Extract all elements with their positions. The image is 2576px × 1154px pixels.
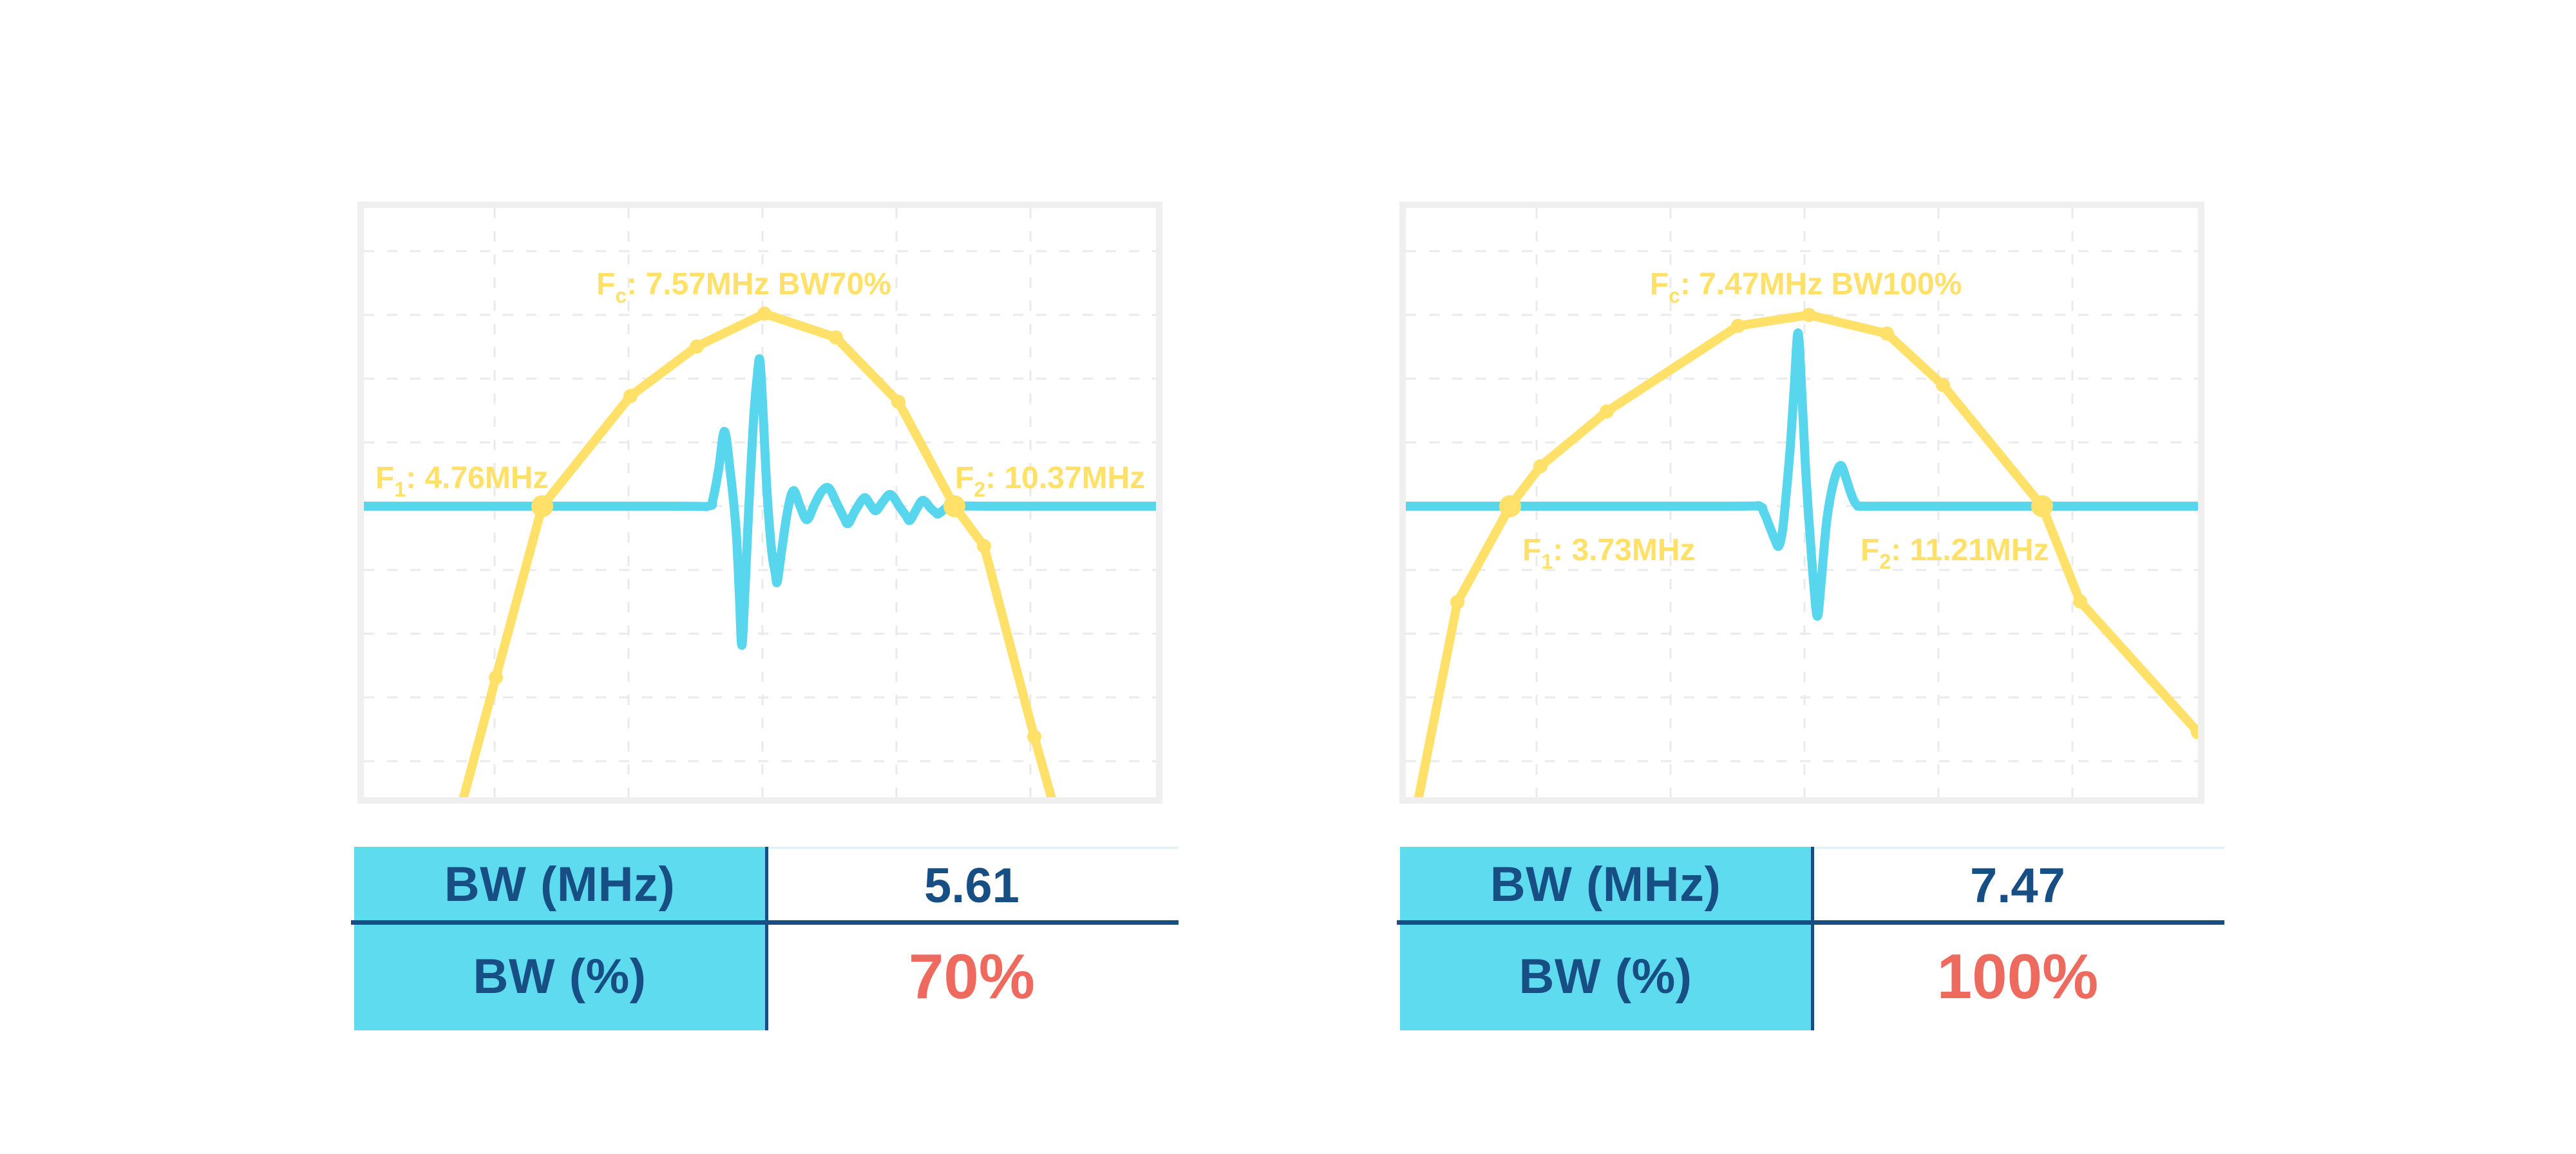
bw-mhz-value: 5.61	[765, 847, 1179, 922]
bw-pct-value: 70%	[908, 940, 1036, 1012]
bw-mhz-label: BW (MHz)	[354, 847, 765, 922]
table-horizontal-divider	[351, 920, 1179, 925]
bw-mhz-value: 7.47	[1811, 847, 2224, 922]
f2-label: F2: 10.37MHz	[955, 461, 1145, 501]
spectrum-dot	[1600, 404, 1614, 419]
pulse-waveform	[364, 354, 1156, 650]
left-bandwidth-table: BW (MHz) 5.61 BW (%) 70%	[351, 847, 1179, 1030]
bw-mhz-label: BW (MHz)	[1400, 847, 1811, 922]
spectrum-curve	[1414, 310, 2198, 797]
spectrum-dot	[1027, 730, 1041, 744]
spectrum-crossing-dot	[1499, 495, 1521, 517]
table-row: BW (%) 100%	[1400, 922, 2224, 1030]
bw-pct-label: BW (%)	[354, 922, 765, 1030]
bw-pct-label: BW (%)	[1400, 922, 1811, 1030]
bw-pct-value: 100%	[1937, 940, 2099, 1012]
plot-area	[1406, 308, 2198, 797]
spectrum-dot	[977, 539, 991, 553]
spectrum-crossing-dot	[2031, 495, 2053, 517]
spectrum-dot	[2073, 594, 2087, 609]
spectrum-dot	[829, 330, 843, 345]
spectrum-dot	[690, 339, 704, 354]
spectrum-dot	[1802, 308, 1816, 322]
right-bandwidth-table: BW (MHz) 7.47 BW (%) 100%	[1397, 847, 2224, 1030]
spectrum-dot	[1533, 459, 1548, 473]
table-row: BW (MHz) 7.47	[1400, 847, 2224, 922]
table-row: BW (%) 70%	[354, 922, 1179, 1030]
spectrum-curve	[459, 309, 1056, 797]
right-spectrum-chart: Fc: 7.47MHz BW100% F1: 3.73MHz F2: 11.21MH…	[1399, 202, 2204, 804]
spectrum-dot	[2191, 725, 2198, 739]
table-horizontal-divider	[1397, 920, 2224, 925]
spectrum-dot	[891, 395, 905, 409]
spectrum-dot	[1450, 595, 1464, 609]
plot-area	[364, 307, 1156, 797]
table-vertical-divider	[765, 847, 768, 1030]
f1-label: F1: 3.73MHz	[1522, 533, 1696, 573]
fc-label: Fc: 7.47MHz BW100%	[1650, 267, 1962, 307]
pulse-waveform	[1406, 328, 2198, 621]
left-spectrum-chart: Fc: 7.57MHz BW70% F1: 4.76MHz F2: 10.37MHz	[357, 202, 1162, 804]
f1-label: F1: 4.76MHz	[375, 461, 549, 501]
spectrum-dot	[489, 670, 503, 685]
f2-label: F2: 11.21MHz	[1861, 533, 2049, 573]
spectrum-dot	[757, 307, 772, 321]
table-row: BW (MHz) 5.61	[354, 847, 1179, 922]
spectrum-dot	[623, 389, 638, 403]
spectrum-dot	[1936, 378, 1950, 392]
table-vertical-divider	[1811, 847, 1814, 1030]
spectrum-dot	[1880, 326, 1894, 341]
spectrum-crossing-dot	[943, 495, 965, 517]
spectrum-crossing-dot	[531, 495, 553, 517]
spectrum-dot	[1731, 319, 1745, 333]
fc-label: Fc: 7.57MHz BW70%	[596, 267, 891, 307]
